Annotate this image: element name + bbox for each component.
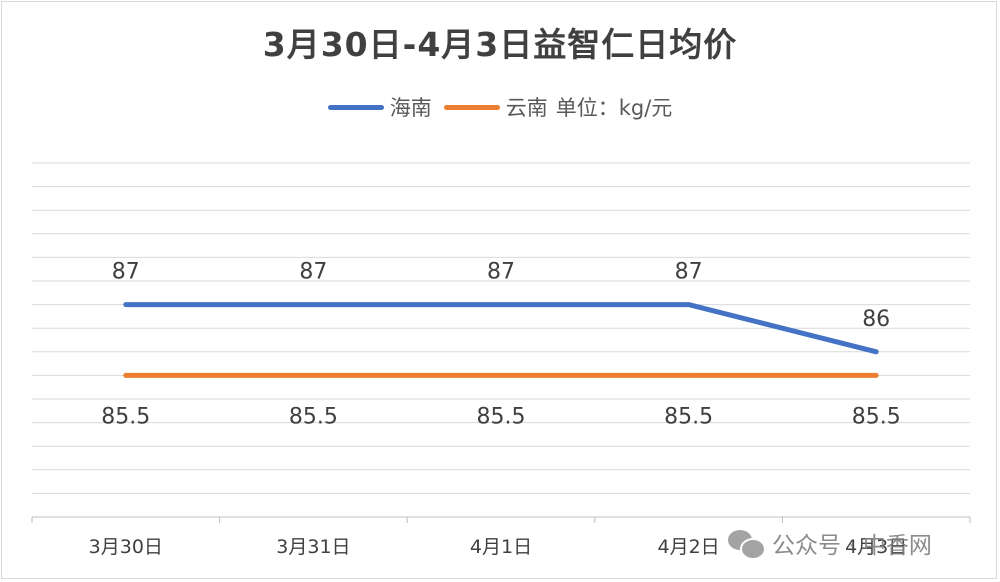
legend-swatch-yunnan (443, 104, 500, 110)
wechat-icon (728, 528, 766, 560)
series-0-point-3 (688, 304, 690, 306)
series-0-point-2 (500, 304, 502, 306)
legend-item-yunnan: 云南 单位：kg/元 (443, 92, 673, 122)
x-tick-label-4: 4月3日 (845, 536, 907, 558)
series-1-point-0 (125, 374, 127, 376)
data-label-series-0-0: 87 (112, 260, 140, 285)
watermark: 公众号 · 中香网 (728, 526, 932, 560)
series-0-point-4 (875, 351, 877, 353)
data-label-series-0-3: 87 (675, 260, 703, 285)
watermark-text: 公众号 · 中香网 (772, 533, 932, 559)
chart-legend: 海南 云南 单位：kg/元 (0, 92, 1000, 122)
data-label-series-1-1: 85.5 (289, 404, 338, 429)
data-label-series-1-3: 85.5 (664, 404, 713, 429)
series-1-point-4 (875, 374, 877, 376)
data-label-series-1-0: 85.5 (101, 404, 150, 429)
x-tick-label-0: 3月30日 (89, 536, 163, 558)
legend-unit-label: 单位：kg/元 (555, 96, 673, 120)
legend-item-hainan: 海南 (327, 92, 432, 122)
series-0-point-0 (125, 304, 127, 306)
chart-title: 3月30日-4月3日益智仁日均价 (262, 25, 738, 64)
data-label-series-0-1: 87 (299, 260, 327, 285)
series-1-point-2 (500, 374, 502, 376)
x-tick-label-2: 4月1日 (470, 536, 532, 558)
data-label-series-1-4: 85.5 (852, 404, 901, 429)
data-label-series-0-4: 86 (862, 307, 890, 332)
data-label-series-1-2: 85.5 (477, 404, 526, 429)
series-0-point-1 (312, 304, 314, 306)
series-1-point-3 (688, 374, 690, 376)
x-tick-label-3: 4月2日 (658, 536, 720, 558)
data-label-series-0-2: 87 (487, 260, 515, 285)
x-tick-label-1: 3月31日 (276, 536, 350, 558)
legend-label-yunnan: 云南 (505, 96, 548, 120)
legend-label-hainan: 海南 (389, 96, 432, 120)
legend-swatch-hainan (327, 104, 384, 110)
series-1-point-1 (312, 374, 314, 376)
